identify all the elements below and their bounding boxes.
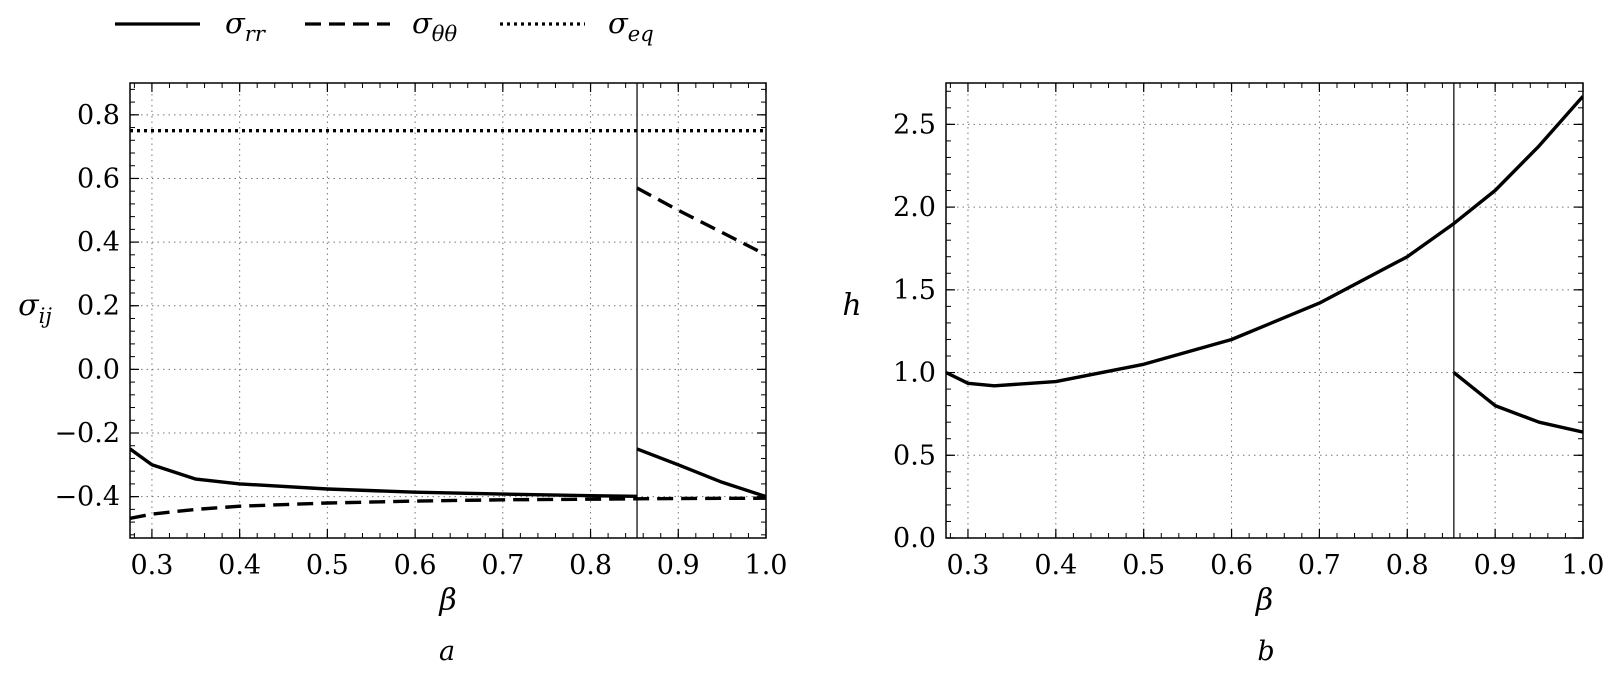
x-tick-label: 0.5	[306, 550, 349, 581]
chart-panel-b: 0.3 0.4 0.5 0.6 0.7 0.8 0.9 1.0 0.0 0.5 1.0 1.5 2.0 2…	[842, 82, 1605, 667]
y-tick-label: 0.2	[77, 291, 120, 322]
y-tick-label: 0.6	[77, 163, 120, 194]
x-tick-label: 0.7	[1298, 550, 1341, 581]
y-tick-label: 0.4	[77, 227, 120, 258]
series-line-dashed	[636, 186, 766, 257]
plot-frame	[945, 82, 1584, 539]
y-tick-label: 0.8	[77, 100, 120, 131]
chart-panel-a: 0.3 0.4 0.5 0.6 0.7 0.8 0.9 1.0 −0.4 −0.2 0.0 0.2 0.…	[18, 82, 788, 667]
y-tick-label: 2.0	[893, 192, 936, 223]
y-axis-label: h	[842, 288, 861, 323]
legend-label: σθθ	[412, 6, 457, 46]
legend-label: σeq	[608, 6, 654, 46]
x-tick-label: 1.0	[745, 550, 788, 581]
x-tick-label: 0.9	[1474, 550, 1517, 581]
series-line-solid	[946, 95, 1583, 388]
y-tick-label: −0.4	[54, 482, 120, 513]
x-axis-label: β	[438, 583, 456, 618]
x-tick-label: 0.4	[218, 550, 261, 581]
legend: σrr σθθ σeq	[115, 6, 654, 46]
y-tick-label: 0.0	[77, 354, 120, 385]
x-tick-label: 1.0	[1562, 550, 1605, 581]
x-tick-label: 0.6	[1210, 550, 1253, 581]
panel-label: a	[439, 636, 455, 667]
x-tick-label: 0.4	[1034, 550, 1077, 581]
series-group	[130, 128, 766, 520]
y-tick-label: 2.5	[893, 109, 936, 140]
x-tick-label: 0.3	[130, 550, 173, 581]
series-group	[946, 95, 1583, 434]
y-tick-label: −0.2	[54, 418, 120, 449]
y-tick-label: 0.5	[893, 440, 936, 471]
series-line-dashed	[130, 496, 766, 520]
y-tick-label: 1.0	[893, 358, 936, 389]
x-tick-label: 0.8	[1386, 550, 1429, 581]
y-tick-label: 1.5	[893, 275, 936, 306]
x-tick-label: 0.5	[1122, 550, 1165, 581]
panel-label: b	[1257, 636, 1274, 667]
x-tick-label: 0.6	[394, 550, 437, 581]
series-line-solid	[1452, 371, 1583, 434]
x-tick-label: 0.8	[569, 550, 612, 581]
x-axis-label: β	[1255, 583, 1273, 618]
y-axis-label: σij	[18, 288, 52, 328]
y-tick-label: 0.0	[893, 523, 936, 554]
x-tick-label: 0.7	[481, 550, 524, 581]
legend-label: σrr	[225, 6, 267, 46]
plot-frame	[129, 82, 767, 539]
series-line-solid	[636, 447, 766, 499]
x-tick-label: 0.9	[657, 550, 700, 581]
x-tick-label: 0.3	[946, 550, 989, 581]
series-line-solid	[130, 447, 638, 498]
